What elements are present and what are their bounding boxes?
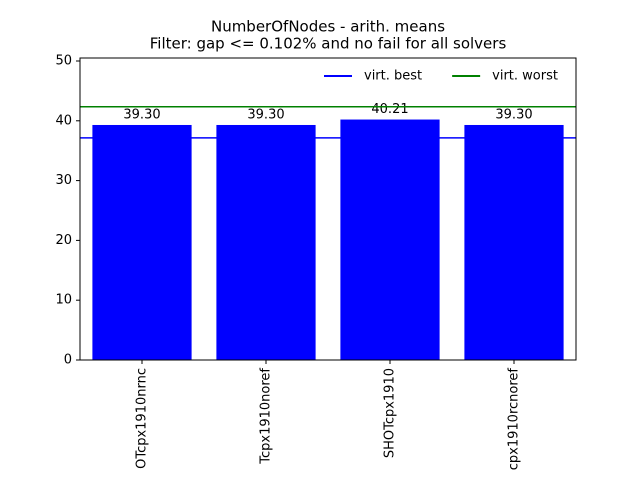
legend-label: virt. worst bbox=[492, 69, 558, 84]
bar bbox=[464, 124, 564, 361]
y-tick-label: 0 bbox=[64, 353, 72, 368]
y-tick-label: 50 bbox=[55, 53, 72, 68]
x-tick-label: SHOTcpx1910 bbox=[383, 368, 398, 458]
x-tick-label: cpx1910rcnoref bbox=[507, 368, 522, 471]
plot-frame bbox=[79, 57, 577, 361]
y-tick-label: 30 bbox=[55, 173, 72, 188]
value-label: 39.30 bbox=[123, 107, 160, 122]
bar bbox=[340, 119, 440, 360]
legend-label: virt. best bbox=[364, 69, 422, 84]
x-tick-label: OTcpx1910nrnc bbox=[135, 368, 150, 469]
chart-title: NumberOfNodes - arith. means bbox=[211, 18, 445, 36]
y-tick-label: 10 bbox=[55, 293, 72, 308]
x-tick-label: Tcpx1910noref bbox=[259, 368, 274, 465]
y-tick-label: 40 bbox=[55, 113, 72, 128]
bar bbox=[92, 124, 192, 361]
value-label: 40.21 bbox=[371, 102, 408, 117]
value-label: 39.30 bbox=[495, 107, 532, 122]
y-tick-label: 20 bbox=[55, 233, 72, 248]
bar bbox=[216, 124, 316, 361]
value-label: 39.30 bbox=[247, 107, 284, 122]
chart-subtitle: Filter: gap <= 0.102% and no fail for al… bbox=[150, 35, 507, 53]
